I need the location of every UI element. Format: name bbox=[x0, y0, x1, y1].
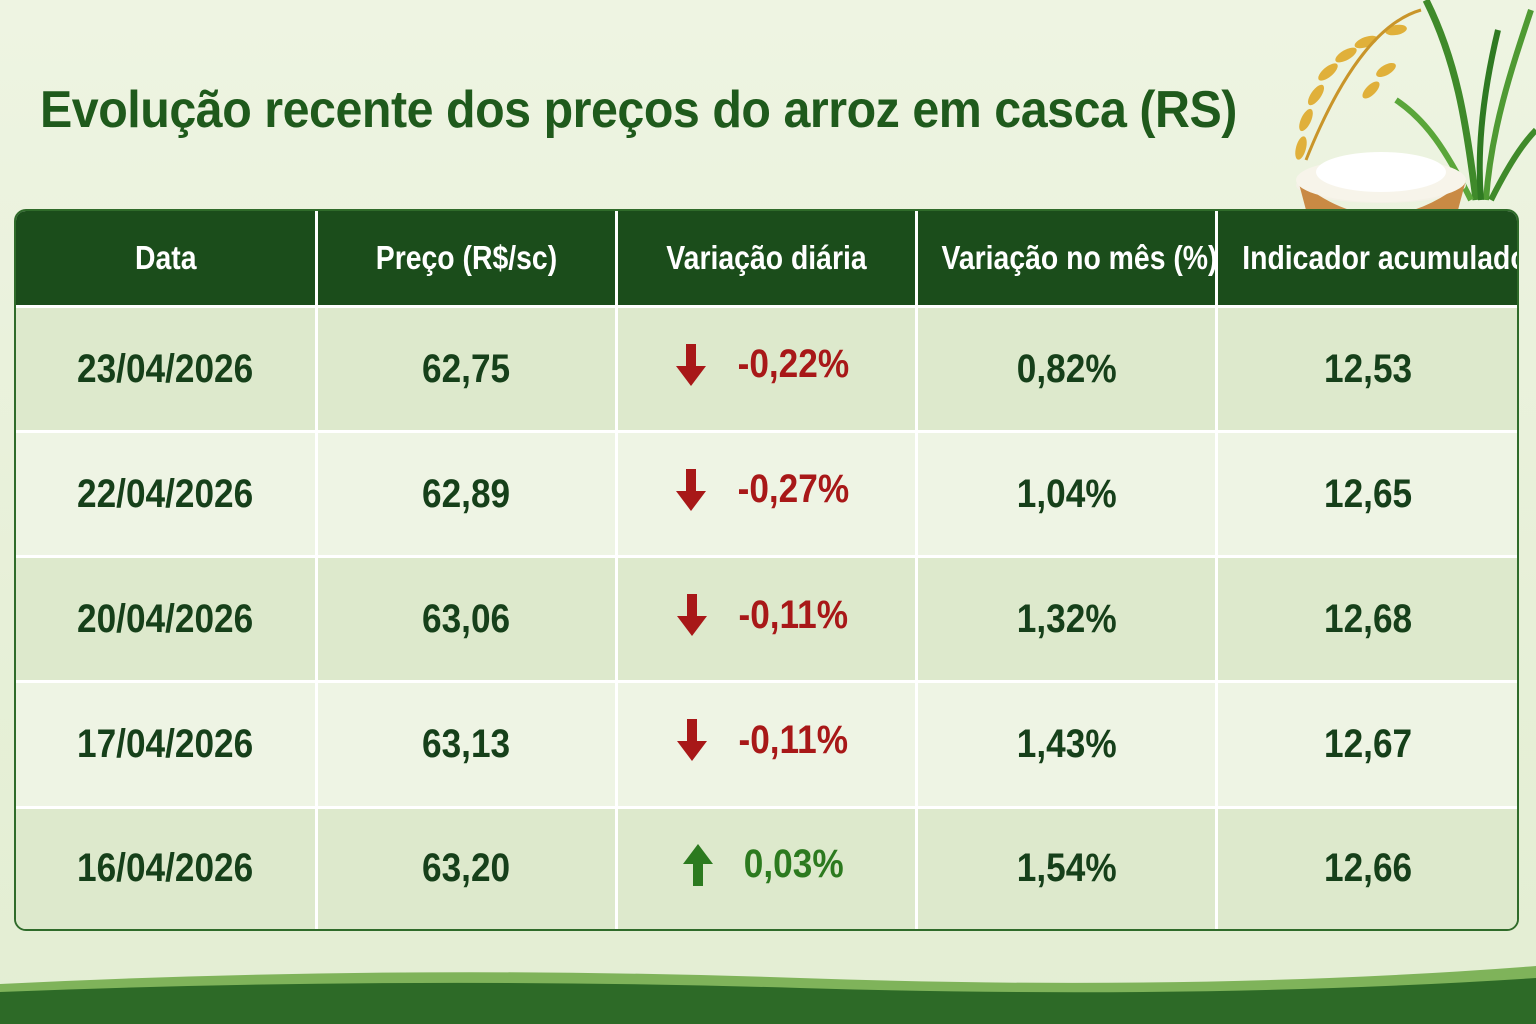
arrow-down-icon bbox=[676, 468, 707, 511]
cell-date: 20/04/2026 bbox=[16, 555, 318, 682]
cell-price: 63,20 bbox=[316, 805, 618, 929]
table-row: 22/04/2026 62,89 -0,27% 1,04% 12,65 bbox=[16, 430, 1517, 557]
column-header-accumulated-indicator: Indicador acumulado bbox=[1216, 211, 1517, 307]
cell-accumulated-indicator: 12,67 bbox=[1216, 680, 1517, 808]
daily-variation-value: -0,22% bbox=[737, 342, 850, 387]
cell-date: 22/04/2026 bbox=[16, 430, 318, 557]
arrow-down-icon bbox=[676, 343, 707, 386]
daily-variation-value: -0,27% bbox=[737, 467, 850, 512]
daily-variation-value: 0,03% bbox=[743, 842, 844, 887]
cell-daily-variation: -0,11% bbox=[616, 680, 919, 808]
rice-plant-bowl-icon bbox=[1295, 0, 1536, 215]
price-table: Data Preço (R$/sc) Variação diária Varia… bbox=[14, 209, 1519, 931]
cell-month-variation: 1,43% bbox=[916, 680, 1219, 808]
column-header-date: Data bbox=[16, 211, 318, 307]
page-title: Evolução recente dos preços do arroz em … bbox=[40, 81, 1237, 139]
cell-price: 63,13 bbox=[316, 680, 618, 808]
cell-daily-variation: -0,27% bbox=[616, 430, 919, 557]
cell-month-variation: 0,82% bbox=[916, 304, 1219, 432]
cell-accumulated-indicator: 12,53 bbox=[1216, 304, 1517, 432]
arrow-down-icon bbox=[677, 719, 708, 762]
arrow-up-icon bbox=[682, 843, 713, 886]
table-row: 20/04/2026 63,06 -0,11% 1,32% 12,68 bbox=[16, 555, 1517, 682]
cell-accumulated-indicator: 12,66 bbox=[1216, 805, 1517, 929]
cell-price: 62,89 bbox=[316, 430, 618, 557]
column-header-daily-variation: Variação diária bbox=[616, 211, 919, 307]
cell-date: 23/04/2026 bbox=[16, 304, 318, 432]
cell-daily-variation: 0,03% bbox=[616, 805, 919, 929]
cell-month-variation: 1,04% bbox=[916, 430, 1219, 557]
cell-price: 62,75 bbox=[316, 304, 618, 432]
cell-date: 16/04/2026 bbox=[16, 805, 318, 929]
cell-daily-variation: -0,22% bbox=[616, 304, 919, 432]
decorative-wave bbox=[0, 966, 1536, 1024]
arrow-down-icon bbox=[677, 594, 708, 637]
column-header-price: Preço (R$/sc) bbox=[316, 211, 618, 307]
column-header-month-variation: Variação no mês (%) bbox=[916, 211, 1219, 307]
table-header-row: Data Preço (R$/sc) Variação diária Varia… bbox=[16, 211, 1517, 307]
cell-month-variation: 1,54% bbox=[916, 805, 1219, 929]
daily-variation-value: -0,11% bbox=[738, 717, 849, 762]
cell-daily-variation: -0,11% bbox=[616, 555, 919, 682]
table-row: 16/04/2026 63,20 0,03% 1,54% 12,66 bbox=[16, 805, 1517, 929]
table-row: 17/04/2026 63,13 -0,11% 1,43% 12,67 bbox=[16, 680, 1517, 808]
cell-price: 63,06 bbox=[316, 555, 618, 682]
daily-variation-value: -0,11% bbox=[738, 592, 849, 637]
table-row: 23/04/2026 62,75 -0,22% 0,82% 12,53 bbox=[16, 304, 1517, 432]
cell-date: 17/04/2026 bbox=[16, 680, 318, 808]
cell-accumulated-indicator: 12,65 bbox=[1216, 430, 1517, 557]
cell-accumulated-indicator: 12,68 bbox=[1216, 555, 1517, 682]
cell-month-variation: 1,32% bbox=[916, 555, 1219, 682]
